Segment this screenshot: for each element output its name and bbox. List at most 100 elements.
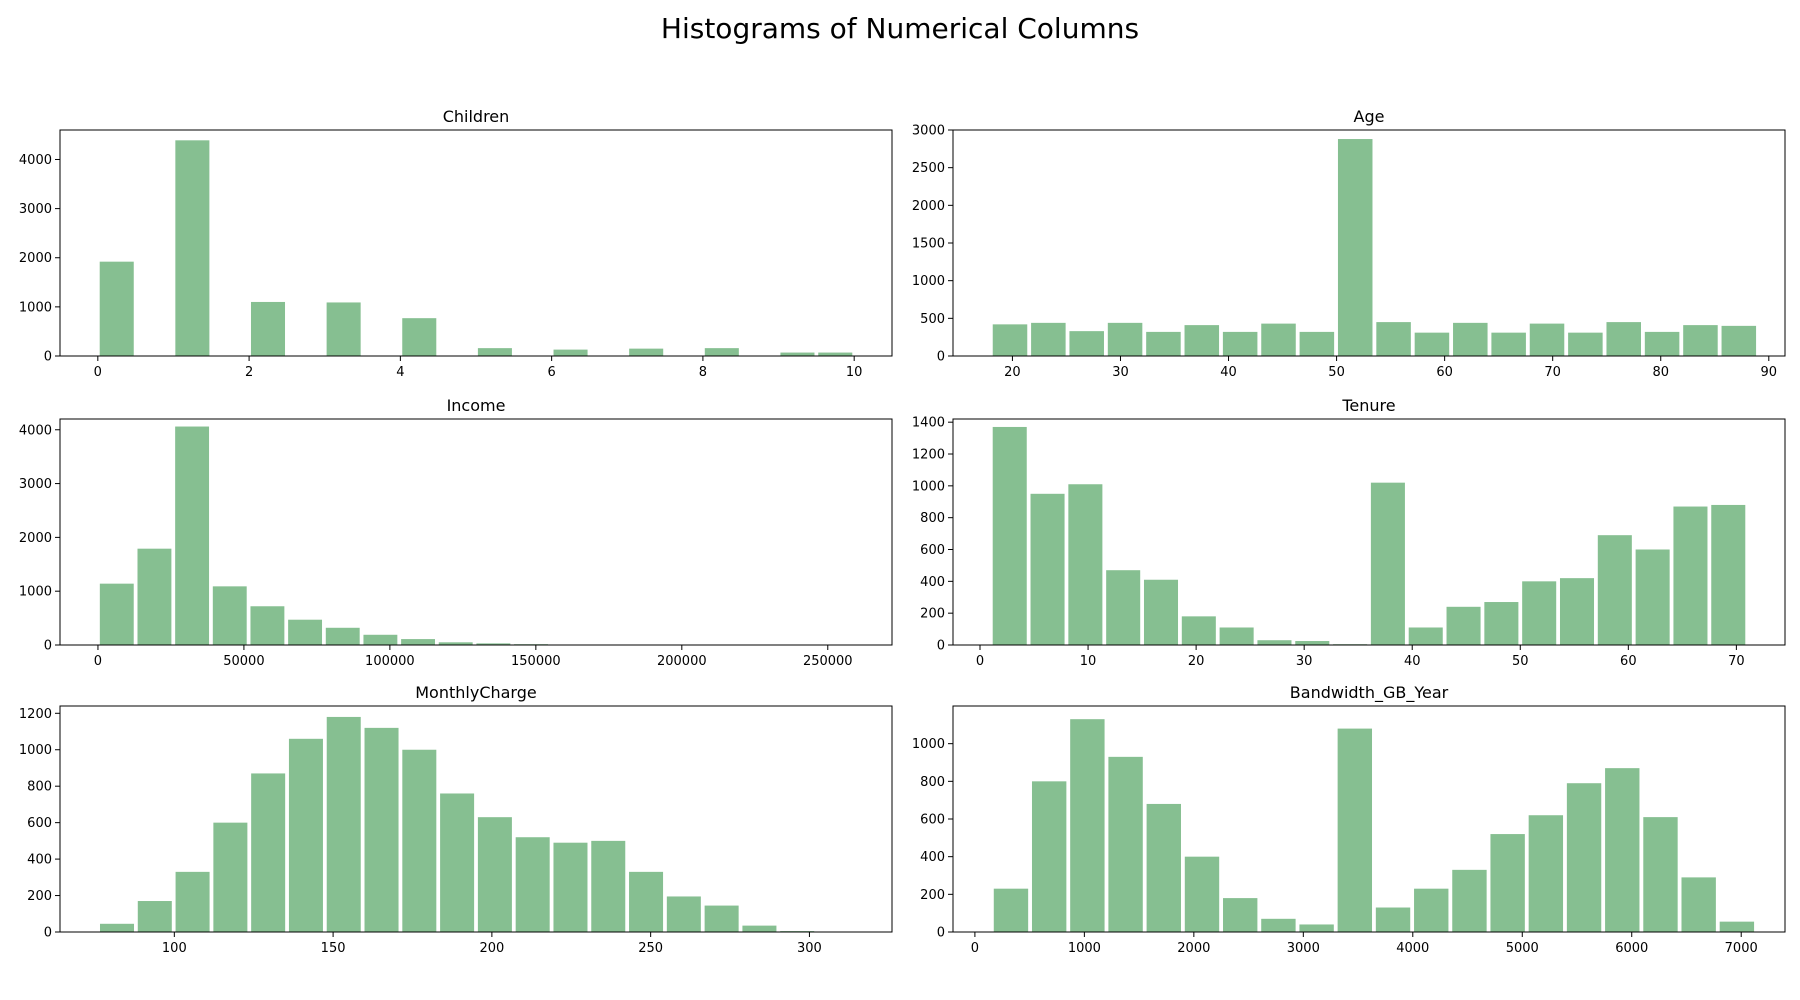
histogram-bar (175, 426, 210, 645)
histogram-bar (1490, 834, 1525, 932)
x-tick-label: 300 (797, 941, 822, 956)
histogram-bar (993, 888, 1029, 932)
histogram-bar (175, 140, 210, 356)
y-tick-label: 2000 (19, 251, 52, 266)
y-tick-label: 400 (27, 853, 52, 868)
histogram-bar (1644, 331, 1680, 356)
x-tick-label: 2 (245, 365, 253, 380)
histogram-bar (1106, 570, 1141, 645)
x-tick-label: 40 (1220, 365, 1237, 380)
y-tick-label: 0 (937, 350, 945, 365)
y-tick-label: 600 (920, 543, 945, 558)
histogram-bar (137, 901, 172, 932)
histogram-bar (402, 749, 437, 932)
histogram-bar (250, 606, 285, 645)
x-tick-label: 10 (1080, 654, 1097, 669)
histogram-bar (1491, 332, 1526, 356)
histogram-bar (363, 634, 398, 645)
histogram-bar (1261, 918, 1296, 932)
x-tick-label: 8 (699, 365, 707, 380)
subplot-children: Children 0 2 4 6 8 10 0 1000 2000 3000 4000 (19, 107, 893, 380)
histogram-bar (1568, 332, 1603, 356)
histogram-bar (629, 348, 664, 356)
subplot-monthlycharge: MonthlyCharge 100 150 200 250 300 0 200 400 600 80… (19, 683, 893, 956)
x-tick-label: 6000 (1615, 941, 1648, 956)
histogram-bar (1453, 322, 1488, 356)
x-tick-label: 250 (638, 941, 663, 956)
figure-title: Histograms of Numerical Columns (660, 12, 1140, 45)
x-tick-label: 4 (396, 365, 404, 380)
histogram-bar (515, 837, 550, 932)
histogram-bar (1143, 579, 1179, 645)
x-tick-label: 80 (1652, 365, 1669, 380)
y-tick-label: 200 (920, 888, 945, 903)
y-tick-label: 1200 (912, 448, 945, 463)
y-tick-label: 600 (27, 816, 52, 831)
histogram-bar (1566, 783, 1602, 932)
histogram-bar (1529, 323, 1565, 356)
x-tick-label: 250000 (803, 654, 853, 669)
histogram-bar (1721, 325, 1757, 356)
x-tick-label: 0 (971, 941, 979, 956)
histogram-bar (1184, 856, 1220, 932)
y-tick-label: 1000 (912, 737, 945, 752)
x-tick-label: 30 (1296, 654, 1313, 669)
histogram-bar (1605, 768, 1640, 932)
histogram-bar (992, 324, 1028, 356)
histogram-bar (175, 871, 210, 932)
y-tick-label: 1200 (19, 707, 52, 722)
x-tick-label: 0 (94, 654, 102, 669)
y-tick-label: 0 (937, 639, 945, 654)
histogram-bar (1597, 535, 1632, 645)
subplot-title: Children (443, 107, 510, 126)
histogram-bar (1107, 322, 1143, 356)
x-tick-label: 20 (1004, 365, 1021, 380)
histogram-bar (1146, 803, 1181, 932)
y-tick-label: 3000 (19, 477, 52, 492)
subplot-title: Age (1354, 107, 1385, 126)
histogram-bar (1299, 924, 1334, 932)
histogram-bar (704, 348, 739, 356)
histogram-bar (99, 583, 134, 645)
histogram-bar (553, 349, 588, 356)
y-tick-label: 2500 (912, 161, 945, 176)
x-tick-label: 50000 (223, 654, 264, 669)
x-tick-label: 30 (1112, 365, 1129, 380)
histogram-bar (1376, 322, 1411, 356)
histogram-bar (402, 318, 437, 356)
x-tick-label: 70 (1544, 365, 1561, 380)
histogram-bar (629, 871, 664, 932)
histogram-bar (1452, 869, 1487, 932)
histogram-bar (1559, 578, 1595, 645)
x-tick-label: 10 (846, 365, 863, 380)
y-tick-label: 400 (920, 850, 945, 865)
x-tick-label: 200000 (657, 654, 707, 669)
axes-frame (59, 705, 893, 933)
y-tick-label: 1000 (912, 479, 945, 494)
histogram-bar (1375, 907, 1411, 932)
subplot-tenure: Tenure 0 10 20 30 40 50 60 70 0 200 400 600 800 1000 12… (912, 396, 1786, 669)
histogram-bar (1337, 139, 1373, 356)
x-tick-label: 3000 (1287, 941, 1320, 956)
histogram-bar (476, 643, 511, 645)
y-tick-label: 800 (920, 775, 945, 790)
subplot-title: Tenure (1341, 396, 1395, 415)
histogram-bar (1635, 549, 1670, 645)
histogram-bar (1257, 640, 1292, 645)
histogram-bar (326, 716, 361, 932)
histogram-bar (1146, 331, 1181, 356)
x-tick-label: 7000 (1725, 941, 1758, 956)
y-tick-label: 800 (920, 511, 945, 526)
histogram-bar (325, 627, 360, 645)
histogram-bar (288, 619, 323, 645)
histogram-bar (1673, 506, 1708, 645)
histogram-bar (1070, 719, 1105, 932)
histogram-bar (99, 923, 135, 932)
y-tick-label: 0 (937, 926, 945, 941)
histogram-bar (818, 352, 853, 356)
x-tick-label: 0 (976, 654, 984, 669)
y-tick-label: 1500 (912, 237, 945, 252)
histogram-bar (1219, 627, 1254, 645)
histogram-bar (99, 261, 134, 356)
